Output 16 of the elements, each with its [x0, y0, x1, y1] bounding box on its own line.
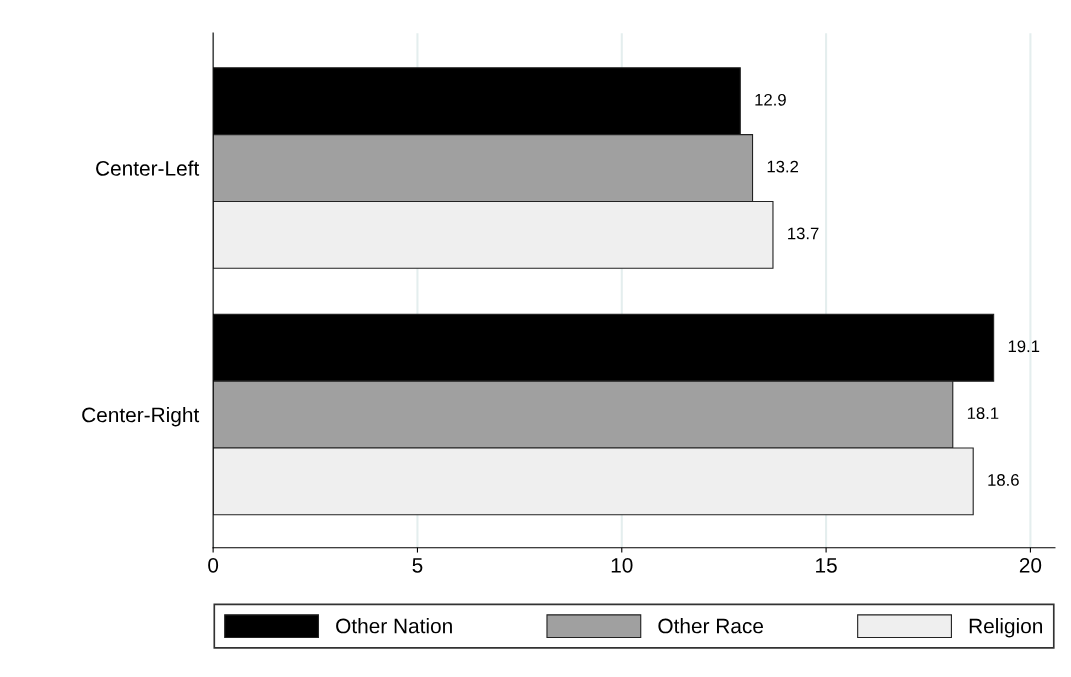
x-tick-label: 0: [208, 557, 219, 573]
data-label: 12.9: [755, 93, 786, 106]
data-label: 13.2: [767, 160, 799, 173]
data-label: 13.7: [788, 227, 819, 240]
data-label: 19.1: [1008, 340, 1040, 353]
legend-label: Other Nation: [336, 618, 452, 634]
y-tick-label: Center-Left: [96, 160, 200, 176]
x-tick-label: 15: [816, 558, 837, 573]
data-label: 18.6: [988, 474, 1019, 486]
y-tick-label: Center-Right: [82, 407, 200, 427]
legend-label: Other Race: [658, 618, 763, 634]
x-tick-label: 20: [1019, 557, 1042, 573]
legend-label: Religion: [969, 618, 1043, 638]
data-label: 18.1: [967, 407, 999, 420]
x-tick-label: 10: [611, 557, 633, 573]
x-tick-label: 5: [412, 558, 423, 573]
